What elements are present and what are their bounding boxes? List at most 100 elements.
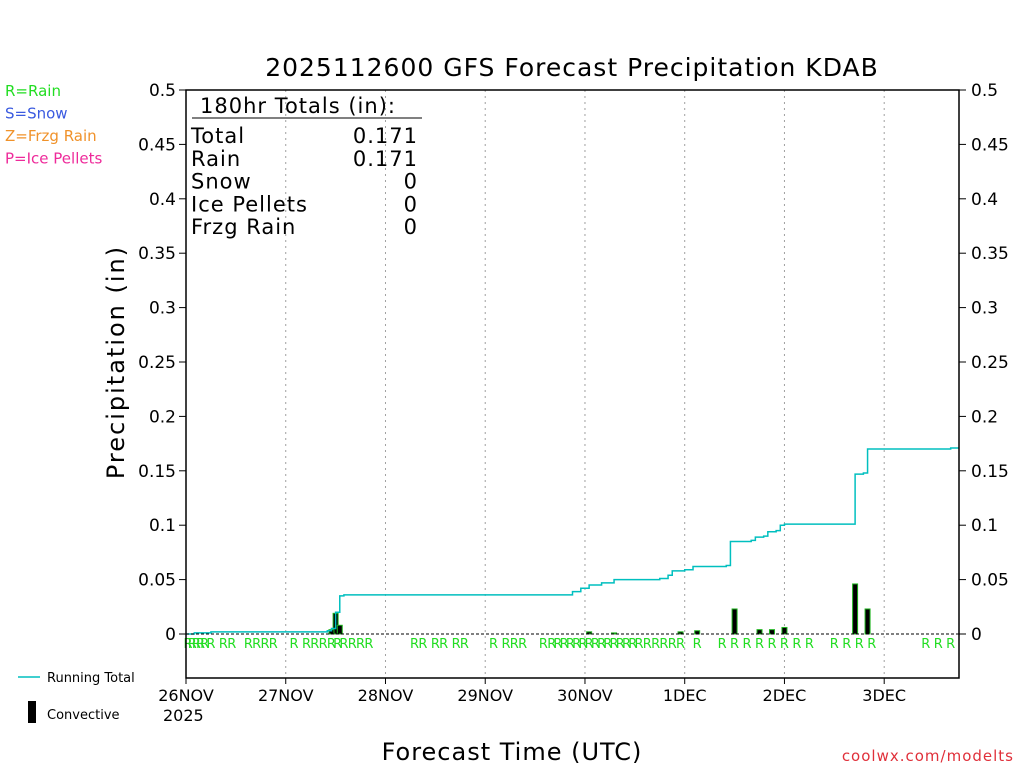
y-tick-label-left: 0.2 <box>149 407 176 427</box>
precip-type-marker: R <box>668 637 677 652</box>
y-tick-label-left: 0.35 <box>138 244 176 264</box>
y-tick-label-left: 0.45 <box>138 135 176 155</box>
precip-type-marker: R <box>867 637 876 652</box>
precip-type-marker: R <box>439 637 448 652</box>
precip-type-marker: R <box>206 637 215 652</box>
precip-type-marker: R <box>302 637 311 652</box>
x-tick-label: 27NOV <box>258 686 314 705</box>
y-axis-right: 0 0.05 0.1 0.15 0.2 0.25 0.3 0.35 0.4 0.45 0.5 <box>959 81 1009 645</box>
precip-type-marker: R <box>792 637 801 652</box>
series-legend: Running Total Convective <box>18 671 135 723</box>
totals-row-value: 0.171 <box>353 147 418 171</box>
precip-type-marker: R <box>539 637 548 652</box>
precip-type-marker: R <box>855 637 864 652</box>
precip-type-marker: R <box>585 637 594 652</box>
precip-type-marker: R <box>780 637 789 652</box>
precip-type-marker: R <box>196 637 205 652</box>
precip-type-marker: R <box>501 637 510 652</box>
y-tick-label-right: 0.45 <box>971 135 1009 155</box>
precip-bars <box>328 583 871 635</box>
totals-row-value: 0 <box>404 192 418 216</box>
grid-lines <box>285 90 885 678</box>
precip-type-marker: R <box>730 637 739 652</box>
precip-type-marker: R <box>260 637 269 652</box>
precip-type-marker: R <box>418 637 427 652</box>
precip-type-marker: R <box>553 637 562 652</box>
precip-type-marker: R <box>634 637 643 652</box>
precip-type-marker: R <box>188 637 197 652</box>
y-tick-label-right: 0.35 <box>971 244 1009 264</box>
credit-text: coolwx.com/modelts <box>842 747 1014 765</box>
y-tick-label-left: 0.1 <box>149 516 176 536</box>
y-tick-label-left: 0 <box>165 625 176 645</box>
precip-bar <box>336 624 343 635</box>
precip-type-marker: R <box>339 637 348 652</box>
x-tick-label: 29NOV <box>457 686 513 705</box>
precip-type-marker: R <box>622 637 631 652</box>
y-tick-label-left: 0.5 <box>149 81 176 101</box>
running-total-line <box>186 447 959 635</box>
totals-header: 180hr Totals (in): <box>200 94 396 118</box>
convective-legend-swatch <box>28 701 36 723</box>
precip-bar <box>586 631 593 635</box>
totals-row-label: Snow <box>191 170 252 194</box>
precip-type-marker: R <box>364 637 373 652</box>
x-axis-label: Forecast Time (UTC) <box>382 738 643 766</box>
precip-type-marker: R <box>676 637 685 652</box>
y-tick-label-right: 0.25 <box>971 353 1009 373</box>
precip-type-marker: R <box>547 637 556 652</box>
precip-type-marker: R <box>616 637 625 652</box>
precip-type-marker: R <box>578 637 587 652</box>
precip-type-marker: R <box>830 637 839 652</box>
totals-row-value: 0 <box>404 170 418 194</box>
precip-type-marker: R <box>510 637 519 652</box>
precip-type-legend-item: R=Rain <box>5 82 61 100</box>
precip-type-marker: R <box>227 637 236 652</box>
precip-type-legend-item: S=Snow <box>5 105 68 123</box>
precip-bar <box>864 608 871 635</box>
precip-bar <box>756 629 763 635</box>
precip-type-marker: R <box>628 637 637 652</box>
precip-type-marker: R <box>333 637 342 652</box>
y-tick-label-right: 0.5 <box>971 81 998 101</box>
precip-type-marker: R <box>610 637 619 652</box>
x-axis: 26NOV 27NOV 28NOV 29NOV 30NOV 1DEC 2DEC 3DEC <box>158 678 906 705</box>
y-tick-label-left: 0.05 <box>138 571 176 591</box>
precip-type-legend-item: Z=Frzg Rain <box>5 127 97 145</box>
precip-type-marker: R <box>327 637 336 652</box>
totals-row-label: Total <box>190 124 245 148</box>
precip-type-marker: R <box>219 637 228 652</box>
precip-type-marker: R <box>572 637 581 652</box>
precip-type-marker: R <box>693 637 702 652</box>
precip-type-marker: R <box>643 637 652 652</box>
precip-type-marker: R <box>651 637 660 652</box>
x-tick-label: 26NOV <box>158 686 214 705</box>
totals-box: 180hr Totals (in): Total 0.171 Rain 0.171 Sn… <box>190 94 422 239</box>
y-tick-label-right: 0.1 <box>971 516 998 536</box>
y-tick-label-right: 0.05 <box>971 571 1009 591</box>
precip-type-marker: R <box>755 637 764 652</box>
x-tick-label: 1DEC <box>663 686 707 705</box>
y-tick-label-right: 0.4 <box>971 190 998 210</box>
precip-type-marker: R <box>842 637 851 652</box>
precip-type-marker: R <box>566 637 575 652</box>
precip-type-marker: R <box>659 637 668 652</box>
totals-row-label: Ice Pellets <box>191 192 308 216</box>
precip-type-marker: R <box>767 637 776 652</box>
precip-type-marker: R <box>290 637 299 652</box>
x-tick-label: 30NOV <box>557 686 613 705</box>
precip-type-marker: R <box>743 637 752 652</box>
precip-type-legend-item: P=Ice Pellets <box>5 150 102 168</box>
precip-bar <box>852 583 859 635</box>
year-label: 2025 <box>163 706 204 725</box>
precip-type-marker: R <box>431 637 440 652</box>
totals-row-label: Frzg Rain <box>191 215 296 239</box>
precip-bar <box>611 632 618 635</box>
y-tick-label-right: 0.3 <box>971 299 998 319</box>
chart-title: 2025112600 GFS Forecast Precipitation KD… <box>265 53 879 82</box>
totals-row-value: 0 <box>404 215 418 239</box>
precip-type-marker: R <box>805 637 814 652</box>
precip-type-marker: R <box>244 637 253 652</box>
y-tick-label-left: 0.25 <box>138 353 176 373</box>
